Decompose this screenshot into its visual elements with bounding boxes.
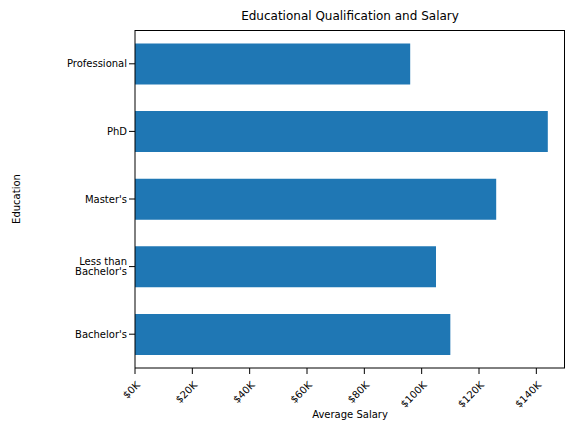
svg-text:$40K: $40K <box>231 379 257 405</box>
svg-text:Less thanBachelor's: Less thanBachelor's <box>75 256 127 277</box>
svg-text:Master's: Master's <box>85 194 127 205</box>
svg-text:PhD: PhD <box>107 126 127 137</box>
svg-text:$0K: $0K <box>121 379 143 401</box>
svg-text:$20K: $20K <box>173 379 199 405</box>
svg-text:Professional: Professional <box>67 58 127 69</box>
svg-text:$60K: $60K <box>288 379 314 405</box>
html-text:Average Salary: Average Salary <box>312 409 388 420</box>
svg-text:$100K: $100K <box>398 379 429 410</box>
svg-text:$140K: $140K <box>513 379 544 410</box>
svg-text:Bachelor's: Bachelor's <box>75 329 127 340</box>
html-text:Educational Qualification and: Educational Qualification and Salary <box>241 9 459 23</box>
svg-text:$80K: $80K <box>345 379 371 405</box>
html-text:Education: Education <box>10 174 22 224</box>
svg-text:$120K: $120K <box>456 379 487 410</box>
